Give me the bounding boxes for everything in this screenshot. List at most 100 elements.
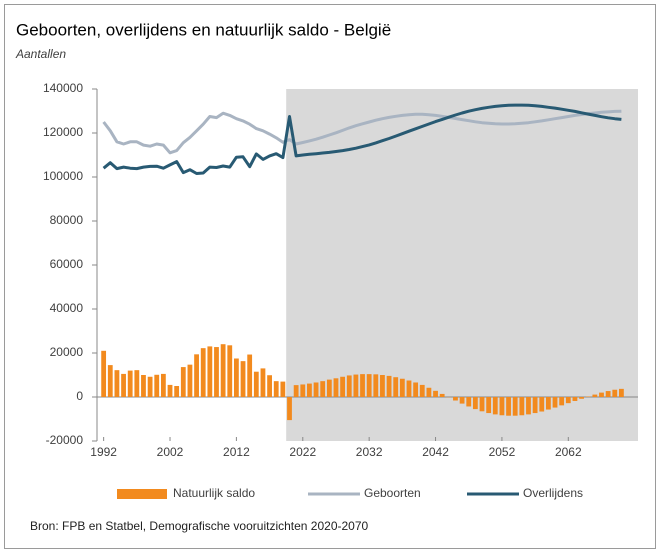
bar (227, 345, 233, 397)
bar (307, 383, 312, 397)
bar (260, 368, 266, 397)
bar (147, 376, 153, 397)
bar (519, 397, 525, 416)
bar (101, 350, 107, 397)
y-tick-label: 0 (76, 389, 83, 403)
bar (326, 379, 332, 397)
x-tick-label: 2012 (223, 445, 250, 459)
bar (167, 384, 173, 397)
bar (459, 397, 465, 404)
chart-title: Geboorten, overlijdens en natuurlijk sal… (16, 20, 391, 39)
y-tick-label: 40000 (50, 301, 84, 315)
y-tick-label: -20000 (46, 433, 84, 447)
bar (346, 375, 352, 397)
bar (559, 397, 565, 406)
bar (320, 381, 326, 397)
bar (619, 388, 624, 397)
bar (386, 375, 392, 397)
bar (273, 381, 279, 397)
bar (399, 378, 405, 397)
bar (512, 397, 518, 416)
x-tick-label: 2052 (489, 445, 516, 459)
bar (499, 397, 505, 416)
bar (433, 390, 438, 397)
bar (127, 370, 133, 397)
line (102, 103, 622, 175)
bar (233, 358, 239, 397)
bar (200, 348, 206, 397)
bar (419, 384, 425, 397)
line (102, 109, 622, 155)
legend-label: Geboorten (364, 486, 421, 500)
bar (380, 375, 385, 397)
chart-subtitle: Aantallen (15, 47, 66, 61)
bar (160, 373, 166, 397)
bar (506, 397, 511, 416)
bar (154, 374, 160, 397)
bar (572, 397, 578, 401)
bar (220, 344, 226, 397)
bar (293, 385, 299, 397)
bar (413, 382, 419, 397)
bar (426, 387, 432, 397)
legend-swatch (117, 489, 167, 499)
bar (194, 354, 199, 397)
bar (466, 397, 472, 407)
bar (253, 371, 259, 397)
bar (373, 374, 379, 397)
bar (187, 364, 193, 397)
bar (579, 397, 584, 399)
y-tick-label: 60000 (50, 257, 84, 271)
bar (453, 397, 458, 401)
bar (592, 394, 598, 397)
bar (300, 384, 306, 397)
x-tick-label: 1992 (90, 445, 117, 459)
legend-label: Overlijdens (523, 486, 583, 500)
x-tick-label: 2022 (289, 445, 316, 459)
bar (479, 397, 485, 412)
bar (472, 397, 478, 410)
bar (134, 370, 140, 397)
projection-area (286, 89, 638, 441)
y-tick-label: 140000 (43, 81, 83, 95)
bar (287, 397, 292, 421)
bar (552, 397, 558, 408)
bar (280, 381, 286, 397)
bar (141, 375, 146, 397)
x-tick-label: 2002 (157, 445, 184, 459)
bar (313, 382, 319, 397)
legend-label: Natuurlijk saldo (173, 486, 255, 500)
bar (565, 397, 571, 404)
bar (247, 354, 253, 397)
bar (539, 397, 545, 412)
bar (267, 375, 272, 397)
y-tick-label: 120000 (43, 125, 83, 139)
bar (406, 380, 412, 397)
bar (612, 389, 618, 397)
bar (526, 397, 531, 415)
bar (121, 373, 126, 397)
bar (393, 377, 399, 397)
bar (492, 397, 498, 415)
bar (333, 378, 339, 397)
bar (599, 392, 604, 397)
bar (174, 386, 180, 397)
bar (605, 391, 611, 397)
bar (360, 374, 365, 397)
bar (486, 397, 492, 414)
bar (107, 365, 113, 397)
bar (545, 397, 551, 410)
bar (214, 347, 219, 397)
bar (240, 361, 246, 397)
bar (532, 397, 538, 414)
y-tick-label: 20000 (50, 345, 84, 359)
bar (366, 374, 372, 397)
source: Bron: FPB en Statbel, Demografische voor… (30, 519, 369, 533)
bar (353, 374, 359, 397)
x-tick-label: 2032 (356, 445, 383, 459)
y-tick-label: 100000 (43, 169, 83, 183)
bar (180, 367, 186, 397)
bar (207, 346, 213, 397)
